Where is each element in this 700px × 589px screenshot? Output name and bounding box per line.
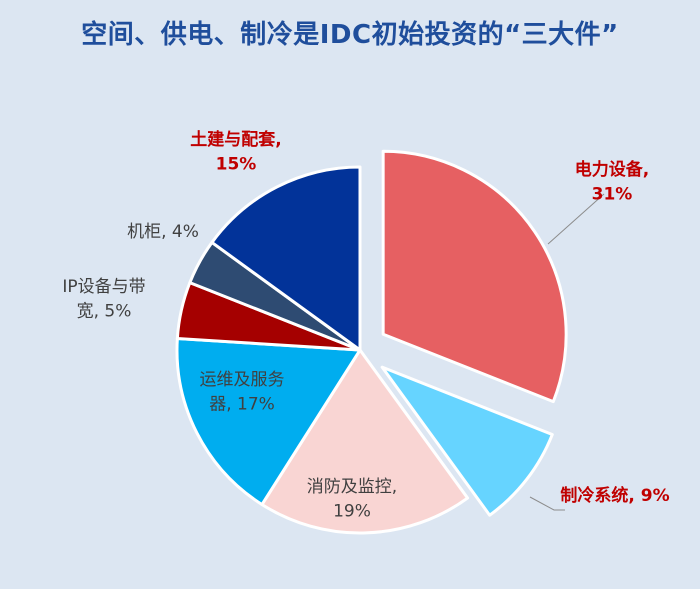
leader-line xyxy=(547,193,605,245)
pie-slice xyxy=(381,149,568,404)
slice-label: IP设备与带宽, 5% xyxy=(62,277,145,322)
chart-title: 空间、供电、制冷是IDC初始投资的“三大件” xyxy=(81,20,619,50)
pie-slice xyxy=(380,365,554,517)
slice-label: 机柜, 4% xyxy=(127,222,199,242)
pie-slice xyxy=(210,165,362,352)
leader-line xyxy=(529,496,565,511)
pie-slice xyxy=(260,348,470,535)
slice-label: 消防及监控, 19% xyxy=(307,477,397,522)
slice-label: 运维及服务器, 17% xyxy=(200,370,285,415)
slice-label: 制冷系统, 9% xyxy=(560,485,669,506)
slice-label: 土建与配套, 15% xyxy=(190,129,281,175)
pie-slice xyxy=(175,337,362,507)
slice-label: 电力设备, 31% xyxy=(575,159,649,205)
